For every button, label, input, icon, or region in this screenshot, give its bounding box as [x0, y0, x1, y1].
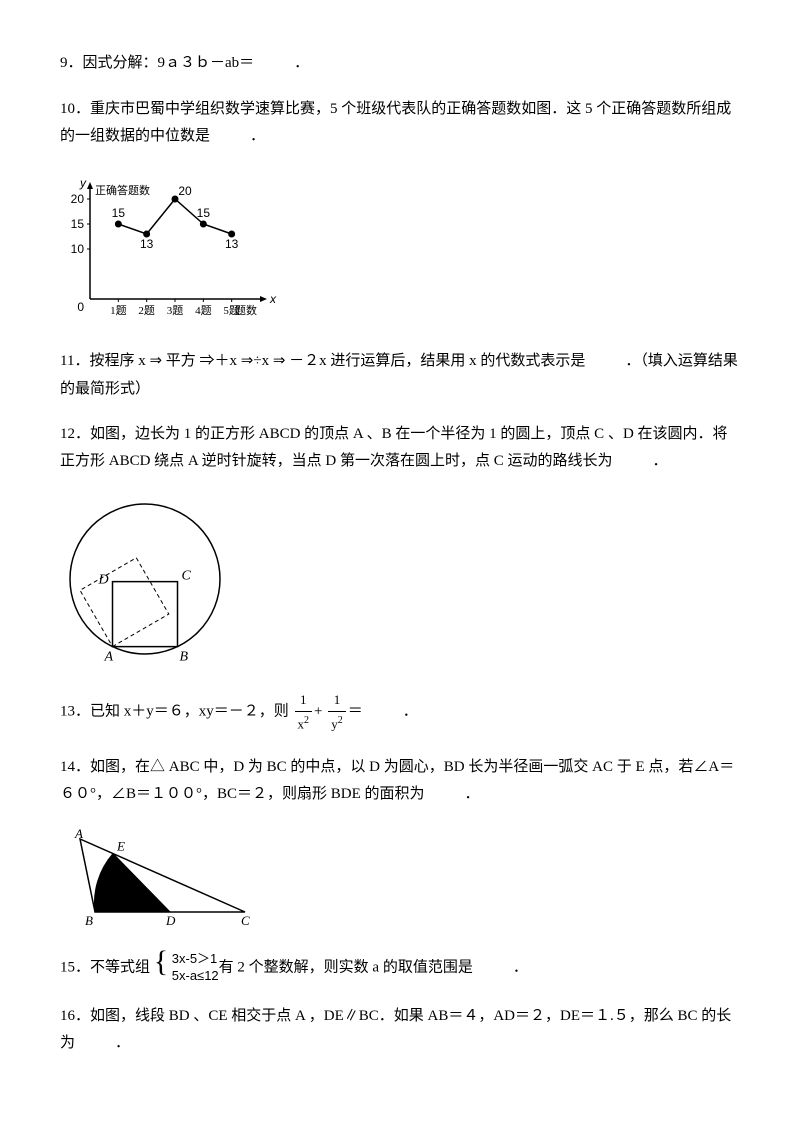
svg-text:题数: 题数 — [235, 304, 257, 317]
q13-text1: ．已知 x＋y＝６，xy＝－２，则 — [75, 704, 289, 720]
ineq2: 5x-a≤12 — [172, 968, 219, 985]
q11-text1: ．按程序 x ⇒ 平方 ⇒＋x ⇒÷x ⇒ －２x 进行运算后，结果用 x 的代… — [74, 353, 585, 369]
frac2-den: y2 — [328, 712, 346, 736]
frac-plus: + — [314, 704, 322, 720]
question-12: 12．如图，边长为 1 的正方形 ABCD 的顶点 A 、B 在一个半径为 1 … — [60, 421, 740, 476]
frac2: 1 y2 — [328, 688, 346, 736]
q12-number: 12 — [60, 426, 75, 442]
q9-text: ．因式分解：9ａ３ｂ－ab＝ — [68, 55, 255, 71]
svg-text:x: x — [269, 292, 277, 306]
svg-text:正确答题数: 正确答题数 — [95, 183, 150, 197]
frac1: 1 x2 — [295, 688, 313, 736]
svg-text:20: 20 — [71, 192, 85, 206]
frac2-num: 1 — [328, 688, 346, 712]
q13-number: 13 — [60, 704, 75, 720]
q14-punct: ． — [465, 786, 480, 802]
brace-icon: { — [154, 951, 168, 985]
svg-text:13: 13 — [225, 237, 239, 251]
q13-blank — [363, 699, 403, 727]
svg-text:15: 15 — [71, 217, 85, 231]
triangle-svg: A B C D E — [60, 827, 260, 927]
svg-text:y: y — [79, 176, 87, 190]
q11-blank — [585, 348, 625, 376]
svg-text:E: E — [116, 839, 125, 854]
q14-blank — [425, 781, 465, 809]
q15-text2: 有 2 个整数解，则实数 a 的取值范围是 — [219, 959, 473, 975]
svg-text:10: 10 — [71, 242, 85, 256]
svg-text:3题: 3题 — [167, 304, 184, 317]
q16-text: ．如图，线段 BD 、CE 相交于点 A ，DE∥BC．如果 AB＝４，AD＝２… — [60, 1008, 731, 1051]
q10-text: ．重庆市巴蜀中学组织数学速算比赛，5 个班级代表队的正确答题数如图．这 5 个正… — [60, 101, 731, 144]
question-14: 14．如图，在△ ABC 中，D 为 BC 的中点，以 D 为圆心，BD 长为半… — [60, 754, 740, 809]
q15-number: 15 — [60, 959, 75, 975]
svg-text:15: 15 — [112, 206, 126, 220]
q9-blank — [254, 50, 294, 78]
svg-text:13: 13 — [140, 237, 154, 251]
q16-blank — [75, 1030, 115, 1058]
q14-number: 14 — [60, 759, 75, 775]
q10-blank — [210, 123, 250, 151]
question-15: 15．不等式组 { 3x-5＞1 5x-a≤12 有 2 个整数解，则实数 a … — [60, 951, 740, 985]
question-11: 11．按程序 x ⇒ 平方 ⇒＋x ⇒÷x ⇒ －２x 进行运算后，结果用 x … — [60, 348, 740, 403]
q13-text2: ＝ — [348, 704, 363, 720]
q14-text: ．如图，在△ ABC 中，D 为 BC 的中点，以 D 为圆心，BD 长为半径画… — [60, 759, 734, 802]
chart-svg: 1015201题2题3题4题5题x题数y正确答题数01513201513 — [60, 169, 280, 324]
q9-number: 9 — [60, 55, 68, 71]
svg-text:0: 0 — [77, 300, 84, 314]
circle-square-figure: A B C D — [60, 494, 740, 674]
svg-text:20: 20 — [178, 184, 192, 198]
q11-number: 11 — [60, 353, 74, 369]
ineq1: 3x-5＞1 — [172, 951, 219, 968]
triangle-figure: A B C D E — [60, 827, 740, 937]
q12-punct: ． — [653, 453, 668, 469]
svg-text:D: D — [165, 913, 176, 927]
q16-number: 16 — [60, 1008, 75, 1024]
ineq-rows: 3x-5＞1 5x-a≤12 — [172, 951, 219, 985]
q9-punct: ． — [294, 55, 309, 71]
inequality-system: { 3x-5＞1 5x-a≤12 — [154, 951, 219, 985]
question-16: 16．如图，线段 BD 、CE 相交于点 A ，DE∥BC．如果 AB＝４，AD… — [60, 1003, 740, 1058]
svg-text:D: D — [98, 573, 109, 588]
frac1-num: 1 — [295, 688, 313, 712]
svg-text:A: A — [104, 650, 114, 664]
q15-punct: ． — [513, 959, 528, 975]
question-13: 13．已知 x＋y＝６，xy＝－２，则 1 x2 + 1 y2 ＝ ． — [60, 688, 740, 736]
q12-blank — [613, 448, 653, 476]
q16-punct: ． — [115, 1035, 130, 1051]
svg-text:A: A — [74, 827, 83, 841]
svg-text:B: B — [180, 650, 189, 664]
question-9: 9．因式分解：9ａ３ｂ－ab＝ ． — [60, 50, 740, 78]
circle-svg: A B C D — [60, 494, 230, 664]
svg-text:1题: 1题 — [110, 304, 127, 317]
svg-text:15: 15 — [197, 206, 211, 220]
svg-text:2题: 2题 — [138, 304, 155, 317]
svg-text:C: C — [241, 913, 250, 927]
q15-text1: ．不等式组 — [75, 959, 150, 975]
q13-punct: ． — [403, 704, 418, 720]
q10-number: 10 — [60, 101, 75, 117]
q10-punct: ． — [250, 128, 265, 144]
q15-blank — [473, 954, 513, 982]
frac1-den: x2 — [295, 712, 313, 736]
svg-text:B: B — [85, 913, 93, 927]
question-10: 10．重庆市巴蜀中学组织数学速算比赛，5 个班级代表队的正确答题数如图．这 5 … — [60, 96, 740, 151]
svg-text:4题: 4题 — [195, 304, 212, 317]
svg-text:C: C — [182, 569, 192, 584]
chart-figure: 1015201题2题3题4题5题x题数y正确答题数01513201513 — [60, 169, 740, 334]
